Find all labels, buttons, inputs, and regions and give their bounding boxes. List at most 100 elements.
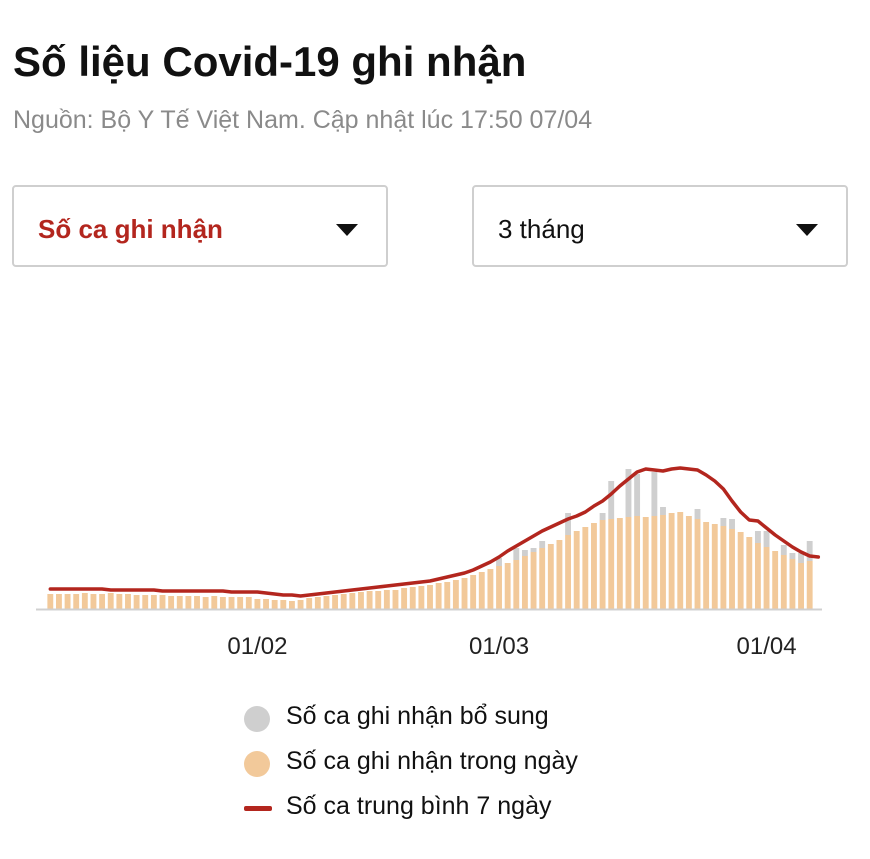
daily-bar (150, 595, 157, 609)
x-axis-ticks: 01/02 01/03 01/04 (227, 633, 796, 660)
daily-bar (427, 585, 433, 609)
daily-bar (651, 516, 658, 609)
time-range-dropdown-value: 3 tháng (498, 214, 585, 244)
supplement-bar (599, 513, 606, 520)
daily-bar (392, 590, 399, 609)
supplement-bar (651, 472, 658, 516)
daily-bar (789, 559, 796, 609)
daily-bar (271, 600, 278, 609)
daily-bar (806, 561, 813, 609)
daily-bar (125, 594, 131, 609)
daily-bar (435, 583, 442, 609)
daily-bar (754, 543, 761, 609)
daily-bar (668, 513, 675, 609)
daily-bar (677, 512, 684, 609)
supplement-bar (806, 541, 813, 561)
daily-bar (798, 563, 804, 609)
daily-bar (703, 522, 710, 609)
x-tick-label: 01/04 (737, 633, 797, 660)
daily-bars (47, 512, 813, 609)
daily-bar (547, 544, 554, 609)
daily-bar (142, 595, 149, 609)
daily-bar (340, 594, 347, 609)
legend-label-supplement: Số ca ghi nhận bổ sung (286, 702, 549, 730)
daily-bar (513, 560, 520, 609)
supplement-bar (763, 531, 770, 547)
supplement-bar (634, 474, 641, 516)
daily-bar (711, 524, 718, 609)
supplement-bar (539, 541, 546, 548)
daily-bar (237, 597, 244, 609)
daily-bar (591, 523, 597, 609)
daily-bar (521, 556, 528, 609)
daily-bar (737, 532, 744, 609)
supplement-bars (496, 469, 813, 566)
daily-bar (573, 531, 580, 609)
legend-label-average: Số ca trung bình 7 ngày (286, 792, 552, 820)
daily-bar (780, 555, 787, 609)
daily-bar (608, 519, 615, 609)
daily-bar (263, 599, 269, 609)
supplement-bar (521, 550, 528, 556)
daily-bar (159, 595, 166, 609)
daily-bar (254, 599, 261, 609)
daily-bar (349, 593, 356, 609)
daily-bar (116, 594, 123, 609)
daily-bar (194, 596, 200, 609)
seven-day-average-line (48, 466, 821, 598)
daily-bar (530, 552, 537, 609)
daily-bar (625, 517, 632, 609)
supplement-bar (789, 553, 796, 559)
supplement-bar (625, 469, 632, 517)
daily-bar (685, 516, 692, 609)
daily-bar (634, 516, 641, 609)
peach-dot-icon (244, 751, 270, 777)
daily-bar (366, 591, 373, 609)
supplement-bar (729, 519, 735, 529)
source-update-text: Nguồn: Bộ Y Tế Việt Nam. Cập nhật lúc 17… (13, 106, 593, 134)
daily-bar (729, 529, 735, 609)
time-range-dropdown[interactable]: 3 tháng (472, 185, 848, 267)
metric-dropdown[interactable]: Số ca ghi nhận (12, 185, 388, 267)
daily-bar (99, 594, 106, 609)
daily-bar (461, 578, 468, 609)
daily-bar (720, 526, 727, 609)
daily-bar (306, 598, 313, 609)
chevron-down-icon (336, 224, 358, 236)
daily-bar (478, 572, 485, 609)
daily-bar (219, 597, 226, 609)
daily-bar (107, 593, 114, 609)
supplement-bar (496, 558, 502, 566)
supplement-bar (694, 509, 701, 519)
daily-bar (444, 582, 451, 609)
daily-bar (504, 563, 511, 609)
daily-bar (409, 587, 416, 609)
daily-bar (297, 600, 304, 609)
daily-bar (245, 597, 252, 609)
gray-dot-icon (244, 706, 270, 732)
daily-bar (332, 595, 339, 609)
daily-bar (185, 596, 192, 609)
supplement-bar (608, 481, 615, 519)
daily-bar (73, 594, 80, 609)
supplement-bar (720, 518, 727, 526)
page-title: Số liệu Covid-19 ghi nhận (13, 38, 527, 85)
daily-bar (211, 596, 218, 609)
daily-bar (280, 600, 287, 609)
x-tick-label: 01/02 (227, 633, 287, 660)
daily-bar (694, 519, 701, 609)
daily-bar (228, 597, 235, 609)
supplement-bar (798, 553, 804, 563)
daily-bar (375, 591, 382, 609)
daily-bar (660, 515, 666, 609)
daily-bar (582, 527, 589, 609)
supplement-bar (754, 531, 761, 543)
daily-bar (81, 593, 88, 609)
daily-bar (616, 518, 623, 609)
legend-label-daily: Số ca ghi nhận trong ngày (286, 747, 578, 775)
metric-dropdown-value: Số ca ghi nhận (38, 214, 223, 244)
daily-bar (90, 594, 97, 609)
supplement-bar (565, 513, 571, 535)
daily-bar (599, 520, 606, 609)
daily-bar (418, 586, 425, 609)
